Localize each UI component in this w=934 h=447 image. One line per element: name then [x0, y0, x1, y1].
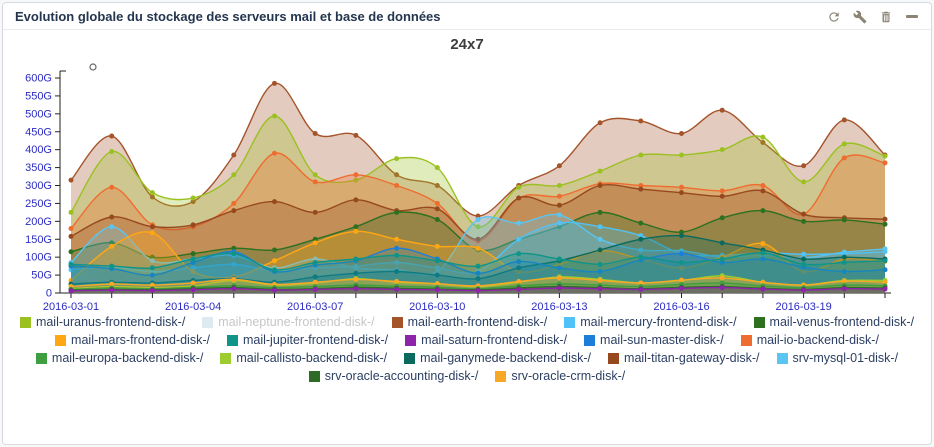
widget-title: Evolution globale du stockage des serveu…	[15, 9, 441, 24]
svg-text:100G: 100G	[25, 252, 52, 264]
svg-text:2016-03-16: 2016-03-16	[653, 301, 709, 311]
legend-label: mail-ganymede-backend-disk-/	[420, 351, 592, 365]
wrench-icon[interactable]	[852, 9, 867, 24]
svg-text:300G: 300G	[25, 180, 52, 192]
chart-subtitle: 24x7	[450, 36, 484, 53]
legend-label: mail-venus-frontend-disk-/	[769, 315, 915, 329]
svg-text:2016-03-04: 2016-03-04	[165, 301, 221, 311]
legend-label: mail-io-backend-disk-/	[756, 333, 879, 347]
legend-item-mail-venus-frontend-disk[interactable]: mail-venus-frontend-disk-/	[753, 315, 915, 329]
legend-color-swatch	[776, 352, 788, 364]
svg-text:600G: 600G	[25, 73, 52, 85]
svg-text:200G: 200G	[25, 216, 52, 228]
legend-color-swatch	[405, 334, 417, 346]
legend-color-swatch	[220, 352, 232, 364]
svg-text:400G: 400G	[25, 144, 52, 156]
legend-item-mail-mercury-frontend-disk[interactable]: mail-mercury-frontend-disk-/	[564, 315, 737, 329]
legend-label: mail-mars-frontend-disk-/	[71, 333, 210, 347]
legend-color-swatch	[226, 334, 238, 346]
legend-label: mail-titan-gateway-disk-/	[624, 351, 760, 365]
svg-text:350G: 350G	[25, 162, 52, 174]
legend-item-mail-europa-backend-disk[interactable]: mail-europa-backend-disk-/	[35, 351, 204, 365]
legend-row: mail-mars-frontend-disk-/ mail-jupiter-fr…	[55, 333, 879, 347]
svg-text:500G: 500G	[25, 108, 52, 120]
legend-item-mail-saturn-frontend-disk[interactable]: mail-saturn-frontend-disk-/	[405, 333, 567, 347]
legend-label: mail-callisto-backend-disk-/	[236, 351, 388, 365]
legend-color-swatch	[740, 334, 752, 346]
legend-item-mail-uranus-frontend-disk[interactable]: mail-uranus-frontend-disk-/	[19, 315, 186, 329]
legend-row: mail-europa-backend-disk-/ mail-callisto-…	[35, 351, 899, 365]
svg-text:2016-03-07: 2016-03-07	[287, 301, 343, 311]
legend-item-mail-neptune-frontend-disk[interactable]: mail-neptune-frontend-disk-/	[202, 315, 375, 329]
storage-evolution-chart[interactable]: 0 50G 100G 150G 200G 250G 300G 350G 400G 450G 500G…	[3, 55, 931, 311]
svg-text:50G: 50G	[31, 270, 52, 282]
legend-color-swatch	[391, 316, 403, 328]
legend-label: mail-uranus-frontend-disk-/	[35, 315, 186, 329]
legend-item-mail-earth-frontend-disk[interactable]: mail-earth-frontend-disk-/	[391, 315, 548, 329]
legend-item-mail-ganymede-backend-disk[interactable]: mail-ganymede-backend-disk-/	[404, 351, 591, 365]
svg-text:550G: 550G	[25, 90, 52, 102]
legend-color-swatch	[308, 370, 320, 382]
legend-label: mail-mercury-frontend-disk-/	[580, 315, 737, 329]
svg-text:150G: 150G	[25, 234, 52, 246]
legend-color-swatch	[202, 316, 214, 328]
legend-color-swatch	[564, 316, 576, 328]
legend-item-mail-callisto-backend-disk[interactable]: mail-callisto-backend-disk-/	[220, 351, 387, 365]
legend-color-swatch	[19, 316, 31, 328]
refresh-icon[interactable]	[826, 9, 841, 24]
legend-color-swatch	[753, 316, 765, 328]
legend-color-swatch	[584, 334, 596, 346]
legend-row: srv-oracle-accounting-disk-/ srv-oracle-c…	[308, 369, 625, 383]
legend-color-swatch	[404, 352, 416, 364]
legend-color-swatch	[55, 334, 67, 346]
trash-icon[interactable]	[878, 9, 893, 24]
legend-item-srv-mysql-01-disk[interactable]: srv-mysql-01-disk-/	[776, 351, 899, 365]
legend-label: srv-mysql-01-disk-/	[792, 351, 899, 365]
legend-label: mail-earth-frontend-disk-/	[407, 315, 548, 329]
legend-item-mail-mars-frontend-disk[interactable]: mail-mars-frontend-disk-/	[55, 333, 210, 347]
legend-item-mail-sun-master-disk[interactable]: mail-sun-master-disk-/	[584, 333, 724, 347]
svg-text:2016-03-19: 2016-03-19	[775, 301, 831, 311]
legend-label: mail-neptune-frontend-disk-/	[218, 315, 375, 329]
legend-item-srv-oracle-crm-disk[interactable]: srv-oracle-crm-disk-/	[495, 369, 625, 383]
svg-text:2016-03-13: 2016-03-13	[531, 301, 587, 311]
legend-color-swatch	[608, 352, 620, 364]
legend-row: mail-uranus-frontend-disk-/ mail-neptune-…	[19, 315, 915, 329]
widget-header: Evolution globale du stockage des serveu…	[3, 3, 931, 30]
legend-color-swatch	[35, 352, 47, 364]
svg-text:2016-03-01: 2016-03-01	[43, 301, 99, 311]
svg-text:450G: 450G	[25, 126, 52, 138]
legend-color-swatch	[495, 370, 507, 382]
legend-item-mail-io-backend-disk[interactable]: mail-io-backend-disk-/	[740, 333, 879, 347]
legend-item-mail-titan-gateway-disk[interactable]: mail-titan-gateway-disk-/	[608, 351, 760, 365]
legend-label: mail-saturn-frontend-disk-/	[421, 333, 568, 347]
svg-text:250G: 250G	[25, 198, 52, 210]
legend-item-srv-oracle-accounting-disk[interactable]: srv-oracle-accounting-disk-/	[308, 369, 479, 383]
legend-label: mail-jupiter-frontend-disk-/	[242, 333, 389, 347]
widget-toolbar	[826, 9, 919, 24]
chart-legend: mail-uranus-frontend-disk-/ mail-neptune-…	[3, 313, 931, 385]
minimize-icon[interactable]	[904, 9, 919, 24]
legend-item-mail-jupiter-frontend-disk[interactable]: mail-jupiter-frontend-disk-/	[226, 333, 389, 347]
legend-label: srv-oracle-crm-disk-/	[511, 369, 626, 383]
svg-text:2016-03-10: 2016-03-10	[409, 301, 465, 311]
legend-label: mail-europa-backend-disk-/	[51, 351, 204, 365]
legend-label: srv-oracle-accounting-disk-/	[324, 369, 479, 383]
legend-label: mail-sun-master-disk-/	[600, 333, 724, 347]
svg-text:0: 0	[46, 288, 52, 300]
